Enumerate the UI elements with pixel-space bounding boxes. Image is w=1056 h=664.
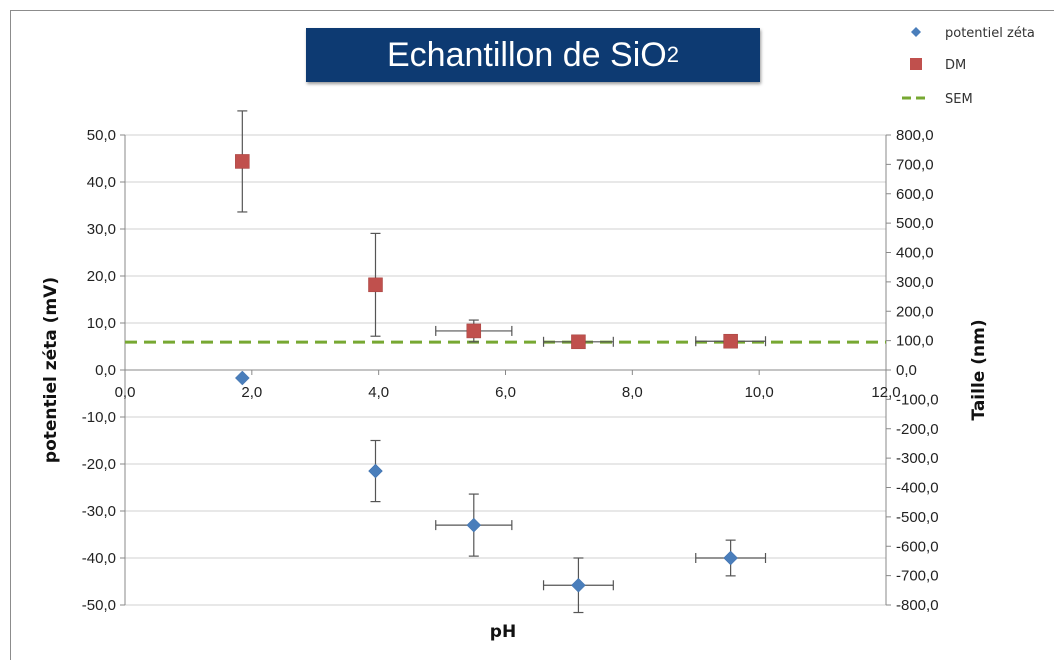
y-left-tick-label: 0,0: [95, 362, 116, 379]
y-right-tick-label: 500,0: [896, 215, 934, 232]
y-left-tick-label: -30,0: [82, 503, 116, 520]
y-right-tick-label: 600,0: [896, 186, 934, 203]
zeta-point: [368, 463, 383, 479]
y-right-tick-label: -100,0: [896, 391, 939, 408]
y-right-tick-label: 400,0: [896, 245, 934, 262]
y-left-tick-label: -10,0: [82, 409, 116, 426]
x-tick-label: 6,0: [495, 384, 516, 401]
y-right-tick-label: -400,0: [896, 480, 939, 497]
y-right-tick-label: -200,0: [896, 421, 939, 438]
y-right-tick-label: -300,0: [896, 450, 939, 467]
error-bars: [237, 110, 767, 614]
x-tick-label: 8,0: [622, 384, 643, 401]
y-right-tick-label: 300,0: [896, 274, 934, 291]
chart-title-main: Echantillon de SiO: [387, 35, 667, 74]
tick-labels: 50,0 40,0 30,0 20,0 10,0 0,0 -10,0 -20,0 -30,0 -4…: [82, 127, 939, 614]
y-left-tick-label: 10,0: [87, 315, 116, 332]
y-right-tick-label: -600,0: [896, 538, 939, 555]
dm-point: [723, 333, 738, 349]
x-axis-label: pH: [490, 622, 516, 642]
legend-label: SEM: [945, 92, 973, 107]
legend-zeta-swatch: [911, 27, 921, 37]
x-tick-label: 2,0: [241, 384, 262, 401]
y-left-tick-label: -40,0: [82, 550, 116, 567]
dm-point: [368, 277, 383, 293]
legend-dm-swatch: [910, 58, 922, 70]
y-right-tick-label: 0,0: [896, 362, 917, 379]
y-right-tick-label: 200,0: [896, 303, 934, 320]
zeta-point: [466, 517, 482, 533]
y-left-tick-label: -20,0: [82, 456, 116, 473]
chart-title-subscript: 2: [666, 42, 679, 67]
zeta-point: [234, 370, 250, 386]
y-left-tick-label: 50,0: [87, 127, 116, 144]
y-left-tick-label: -50,0: [82, 597, 116, 614]
y-left-tick-label: 20,0: [87, 268, 116, 285]
zeta-point: [723, 550, 738, 566]
x-tick-label: 0,0: [115, 384, 136, 401]
legend-label: potentiel zéta: [945, 26, 1035, 41]
y-right-tick-label: 800,0: [896, 127, 934, 144]
legend-label: DM: [945, 58, 966, 73]
y-right-tick-label: 700,0: [896, 156, 934, 173]
chart-frame: [10, 10, 1054, 660]
zeta-point: [571, 577, 586, 593]
y-right-tick-label: -800,0: [896, 597, 939, 614]
dm-point: [235, 154, 250, 169]
x-tick-label: 10,0: [745, 384, 774, 401]
y-right-tick-label: -500,0: [896, 509, 939, 526]
y-axis-right-label: Taille (nm): [969, 319, 989, 420]
dm-point: [571, 334, 586, 350]
y-right-tick-label: -700,0: [896, 568, 939, 585]
y-left-tick-label: 40,0: [87, 174, 116, 191]
y-right-tick-label: 100,0: [896, 333, 934, 350]
axes: [120, 134, 891, 606]
y-left-tick-label: 30,0: [87, 221, 116, 238]
x-tick-label: 12,0: [871, 384, 900, 401]
dm-point: [466, 323, 482, 339]
x-tick-label: 4,0: [368, 384, 389, 401]
legend: potentiel zéta DM SEM: [902, 26, 1035, 107]
data-markers: [234, 154, 738, 593]
chart-title: Echantillon de SiO 2: [306, 28, 760, 82]
y-axis-left-label: potentiel zéta (mV): [41, 277, 61, 463]
